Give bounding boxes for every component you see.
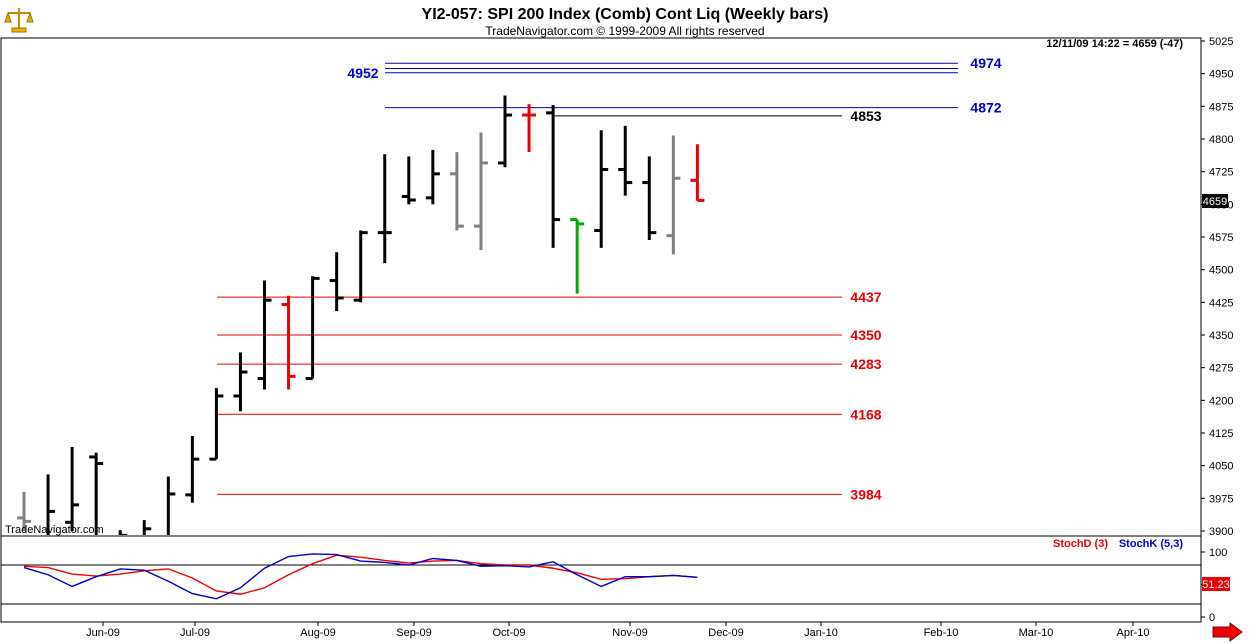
- price-levels: 4974 4952 4872 4853 4437 4350 4283 4168 3984: [217, 55, 1002, 502]
- stochd-line: [23, 554, 698, 595]
- last-price-label: 4659: [1203, 196, 1227, 208]
- scale-logo-icon[interactable]: [2, 2, 36, 36]
- stochastic-lines: [1, 553, 1201, 605]
- price-bar: [353, 230, 368, 303]
- stoch-value-label: 51.23: [1202, 579, 1230, 591]
- time-tick-label: Dec-09: [708, 627, 743, 639]
- level-label: 4872: [970, 100, 1001, 116]
- price-bars: [17, 95, 705, 535]
- level-label: 4952: [347, 65, 378, 81]
- price-bar: [642, 156, 657, 241]
- price-bar: [666, 135, 681, 255]
- price-bar: [570, 218, 585, 294]
- price-tick-label: 4800: [1209, 134, 1233, 146]
- level-label: 4974: [970, 55, 1001, 71]
- level-label: 4283: [850, 356, 881, 372]
- price-bar: [473, 132, 488, 251]
- price-tick-label: 4050: [1209, 461, 1233, 473]
- last-price-badge: [1202, 194, 1228, 208]
- level-label: 4168: [850, 406, 881, 422]
- price-bar: [89, 452, 104, 535]
- price-bar: [257, 280, 272, 390]
- time-tick-label: Oct-09: [492, 627, 525, 639]
- price-bar: [594, 130, 609, 248]
- copyright-text: TradeNavigator.com © 1999-2009 All right…: [485, 24, 764, 38]
- time-axis: Jun-09 Jul-09 Aug-09 Sep-09 Oct-09 Nov-09 Dec-…: [86, 622, 1150, 639]
- price-bar: [118, 530, 128, 535]
- price-tick-label: 4275: [1209, 363, 1233, 375]
- price-tick-label: 4125: [1209, 428, 1233, 440]
- price-bar: [65, 446, 80, 531]
- price-tick-label: 3900: [1209, 526, 1233, 538]
- time-tick-label: Mar-10: [1019, 627, 1054, 639]
- time-tick-label: Jan-10: [804, 627, 838, 639]
- price-tick-label: 3975: [1209, 493, 1233, 505]
- price-bar: [166, 476, 176, 535]
- price-bar: [522, 104, 537, 153]
- chart-header: YI2-057: SPI 200 Index (Comb) Cont Liq (…: [422, 6, 829, 38]
- level-label: 4437: [850, 289, 881, 305]
- price-tick-label: 4725: [1209, 167, 1233, 179]
- price-tick-label: 4500: [1209, 265, 1233, 277]
- stoch-value-badge: [1202, 577, 1230, 591]
- price-tick-label: 4350: [1209, 330, 1233, 342]
- time-tick-label: Jul-09: [180, 627, 210, 639]
- price-bar: [377, 154, 392, 264]
- price-bar: [329, 252, 344, 312]
- stoch-tick-label: 0: [1209, 612, 1215, 624]
- price-bar: [618, 125, 633, 196]
- time-tick-label: Nov-09: [612, 627, 647, 639]
- price-tick-label: 4425: [1209, 297, 1233, 309]
- price-bar: [185, 436, 200, 503]
- price-bar: [46, 474, 56, 535]
- time-tick-label: Feb-10: [924, 627, 959, 639]
- legend-stochd: StochD (3): [1053, 538, 1108, 550]
- price-bar: [305, 276, 320, 381]
- price-bar: [233, 352, 248, 412]
- last-quote: 12/11/09 14:22 = 4659 (-47): [1046, 38, 1183, 50]
- price-tick-label: 5025: [1209, 36, 1233, 48]
- time-tick-label: Apr-10: [1116, 627, 1149, 639]
- price-tick-label: 4200: [1209, 395, 1233, 407]
- price-bar: [209, 388, 224, 461]
- legend-stochk: StochK (5,3): [1119, 538, 1184, 550]
- level-label: 4853: [850, 108, 881, 124]
- red-right-arrow-icon[interactable]: [1212, 622, 1243, 642]
- time-tick-label: Jun-09: [86, 627, 120, 639]
- price-bar: [546, 105, 561, 248]
- price-bar: [17, 491, 31, 531]
- price-axis: 5025495048754800472546504575450044254350…: [1201, 36, 1233, 538]
- price-panel-frame: [0, 37, 1202, 537]
- bar-series: [17, 95, 705, 535]
- price-tick-label: 4575: [1209, 232, 1233, 244]
- price-bar: [401, 156, 416, 205]
- watermark: TradeNavigator.com: [5, 524, 104, 536]
- level-label: 4350: [850, 327, 881, 343]
- price-bar: [498, 95, 512, 168]
- stochk-line: [23, 553, 698, 600]
- level-label: 3984: [850, 486, 881, 502]
- price-bar: [425, 149, 440, 205]
- price-bar: [142, 520, 152, 535]
- price-bar: [690, 144, 705, 202]
- price-tick-label: 4875: [1209, 101, 1233, 113]
- stoch-tick-label: 100: [1209, 547, 1227, 559]
- time-tick-label: Sep-09: [396, 627, 431, 639]
- price-tick-label: 4950: [1209, 69, 1233, 81]
- price-bar: [449, 152, 464, 231]
- chart-title: YI2-057: SPI 200 Index (Comb) Cont Liq (…: [422, 6, 829, 23]
- time-tick-label: Aug-09: [300, 627, 335, 639]
- price-bar: [281, 295, 296, 390]
